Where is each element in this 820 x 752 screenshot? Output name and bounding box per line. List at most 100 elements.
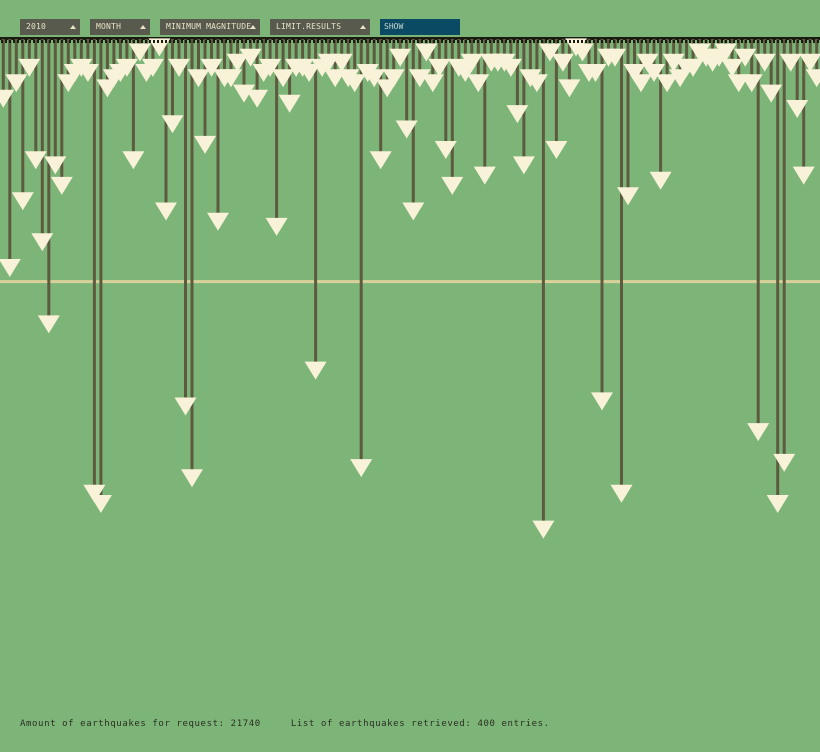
quake-marker[interactable]: [115, 58, 138, 77]
year-select[interactable]: 2010: [20, 19, 80, 35]
quake-marker[interactable]: [363, 69, 386, 88]
quake-marker[interactable]: [382, 69, 405, 88]
quake-marker[interactable]: [434, 141, 457, 159]
quake-marker[interactable]: [37, 315, 60, 334]
quake-marker[interactable]: [610, 484, 633, 503]
limit-select[interactable]: LIMIT.RESULTS: [270, 19, 370, 35]
quake-marker[interactable]: [50, 176, 73, 195]
quake-marker[interactable]: [187, 69, 210, 88]
quake-marker[interactable]: [246, 89, 269, 108]
quake-marker[interactable]: [304, 361, 327, 380]
quake-marker[interactable]: [805, 69, 820, 88]
quake-marker[interactable]: [734, 48, 757, 67]
quake-marker[interactable]: [239, 48, 262, 67]
quake-marker[interactable]: [11, 192, 34, 211]
quake-marker[interactable]: [350, 459, 373, 478]
quake-marker[interactable]: [617, 187, 639, 206]
quake-marker[interactable]: [467, 74, 490, 93]
quake-marker[interactable]: [155, 202, 177, 221]
period-select[interactable]: MONTH: [90, 19, 150, 35]
quake-marker[interactable]: [200, 58, 223, 77]
quake-marker[interactable]: [141, 58, 164, 77]
quake-marker[interactable]: [265, 217, 288, 236]
quake-marker[interactable]: [168, 58, 190, 77]
quake-marker[interactable]: [499, 58, 522, 77]
quake-marker[interactable]: [656, 74, 679, 93]
quake-marker[interactable]: [395, 120, 418, 139]
quake-marker[interactable]: [766, 495, 789, 513]
quake-marker[interactable]: [473, 166, 496, 185]
quake-marker[interactable]: [408, 69, 431, 88]
quake-marker[interactable]: [89, 495, 112, 513]
quake-marker[interactable]: [636, 53, 659, 72]
quake-marker[interactable]: [83, 484, 106, 503]
quake-marker[interactable]: [18, 58, 41, 77]
quake-marker[interactable]: [161, 115, 184, 134]
quake-marker[interactable]: [753, 53, 776, 72]
quake-marker[interactable]: [623, 64, 646, 82]
quake-marker[interactable]: [259, 58, 282, 77]
quake-marker[interactable]: [5, 74, 28, 93]
quake-marker[interactable]: [591, 392, 613, 411]
baseline-tick: [57, 40, 59, 43]
quake-marker[interactable]: [682, 58, 705, 77]
quake-marker[interactable]: [389, 48, 412, 67]
quake-marker[interactable]: [630, 74, 652, 93]
quake-marker[interactable]: [551, 53, 574, 72]
quake-marker[interactable]: [584, 64, 607, 82]
quake-marker[interactable]: [792, 166, 815, 185]
quake-marker[interactable]: [122, 151, 145, 170]
quake-marker[interactable]: [226, 53, 249, 72]
quake-marker[interactable]: [31, 233, 54, 252]
quake-marker[interactable]: [799, 53, 820, 72]
quake-marker[interactable]: [740, 74, 763, 93]
quake-marker[interactable]: [545, 141, 568, 159]
quake-marker[interactable]: [0, 89, 15, 108]
quake-marker[interactable]: [369, 151, 392, 170]
quake-marker[interactable]: [343, 74, 366, 93]
quake-marker[interactable]: [207, 212, 229, 231]
quake-marker[interactable]: [604, 48, 626, 67]
quake-marker[interactable]: [272, 69, 295, 88]
quake-marker[interactable]: [760, 84, 783, 103]
quake-marker[interactable]: [0, 259, 21, 277]
quake-marker[interactable]: [220, 69, 242, 88]
baseline-tick: [5, 40, 7, 43]
quake-marker[interactable]: [643, 64, 665, 82]
quake-marker[interactable]: [24, 151, 47, 170]
quake-marker[interactable]: [721, 58, 744, 77]
quake-marker[interactable]: [460, 53, 483, 72]
quake-marker[interactable]: [76, 64, 99, 82]
quake-marker[interactable]: [786, 100, 809, 118]
quake-marker[interactable]: [421, 74, 444, 93]
quake-marker[interactable]: [512, 156, 535, 175]
magnitude-select[interactable]: MINIMUM MAGNITUDE: [160, 19, 260, 35]
quake-marker[interactable]: [773, 453, 796, 472]
quake-marker[interactable]: [128, 43, 151, 62]
quake-marker[interactable]: [558, 79, 581, 98]
quake-marker[interactable]: [278, 94, 301, 113]
quake-marker[interactable]: [538, 43, 561, 62]
quake-marker[interactable]: [428, 58, 451, 77]
quake-marker[interactable]: [233, 84, 255, 103]
quake-stem: [125, 39, 129, 75]
quake-marker[interactable]: [525, 74, 548, 93]
quake-marker[interactable]: [662, 53, 685, 72]
quake-marker[interactable]: [415, 43, 438, 62]
quake-marker[interactable]: [714, 43, 737, 62]
quake-marker[interactable]: [441, 176, 464, 195]
quake-marker[interactable]: [779, 53, 802, 72]
quake-marker[interactable]: [44, 156, 67, 175]
quake-marker[interactable]: [571, 43, 594, 62]
quake-marker[interactable]: [402, 202, 425, 221]
quake-marker[interactable]: [330, 53, 353, 72]
quake-marker[interactable]: [747, 423, 770, 442]
show-button[interactable]: SHOW: [380, 19, 460, 35]
quake-marker[interactable]: [174, 397, 197, 416]
quake-marker[interactable]: [532, 520, 555, 539]
quake-marker[interactable]: [181, 469, 203, 488]
quake-marker[interactable]: [298, 64, 321, 82]
quake-marker[interactable]: [649, 171, 672, 190]
quake-marker[interactable]: [506, 105, 529, 124]
quake-marker[interactable]: [194, 135, 216, 154]
